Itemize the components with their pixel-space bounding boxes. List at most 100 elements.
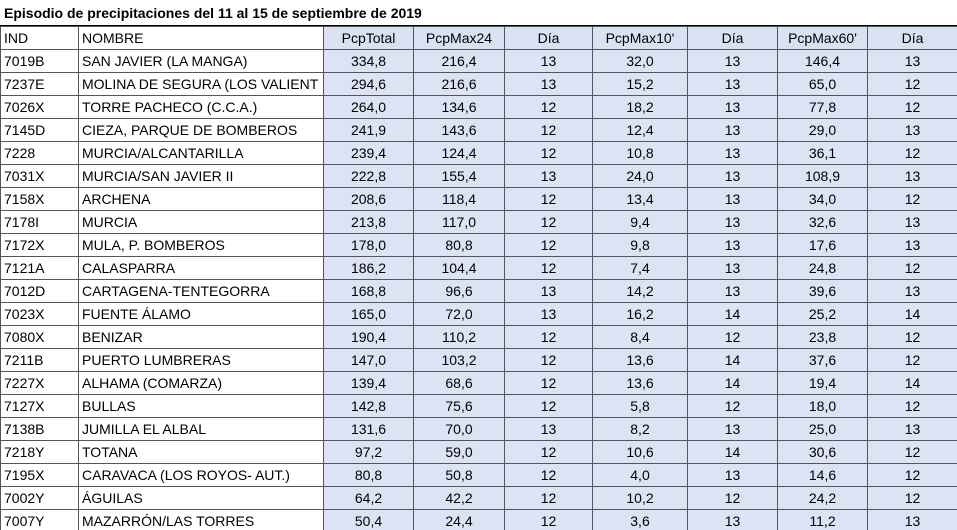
cell-dia-10: 12 [687, 394, 778, 418]
header-ind: IND [0, 26, 79, 50]
cell-pcptotal: 131,6 [323, 417, 414, 441]
cell-ind: 7121A [0, 256, 79, 280]
cell-pcpmax24: 42,2 [413, 486, 505, 510]
cell-pcptotal: 64,2 [323, 486, 414, 510]
cell-dia-60: 12 [867, 394, 957, 418]
header-pcpmax10: PcpMax10' [592, 26, 688, 50]
cell-dia-10: 13 [687, 463, 778, 487]
table-row: 7138B JUMILLA EL ALBAL 131,6 70,0 13 8,2 13 25,… [0, 417, 957, 441]
cell-dia-10: 12 [687, 486, 778, 510]
cell-dia-60: 12 [867, 348, 957, 372]
cell-pcptotal: 213,8 [323, 210, 414, 234]
table-row: 7026X TORRE PACHECO (C.C.A.) 264,0 134,6 12 1… [0, 95, 957, 119]
cell-dia-10: 13 [687, 417, 778, 441]
cell-nombre: PUERTO LUMBRERAS [78, 348, 324, 372]
cell-dia-24: 12 [504, 463, 593, 487]
cell-pcpmax10: 12,4 [592, 118, 688, 142]
cell-ind: 7138B [0, 417, 79, 441]
cell-pcpmax60: 65,0 [777, 72, 868, 96]
cell-dia-24: 12 [504, 187, 593, 211]
cell-dia-60: 14 [867, 302, 957, 326]
cell-pcpmax60: 24,8 [777, 256, 868, 280]
cell-nombre: CALASPARRA [78, 256, 324, 280]
table-row: 7158X ARCHENA 208,6 118,4 12 13,4 13 34,0 12 [0, 187, 957, 211]
table-row: 7080X BENIZAR 190,4 110,2 12 8,4 12 23,8 12 [0, 325, 957, 349]
cell-dia-24: 12 [504, 440, 593, 464]
cell-pcptotal: 222,8 [323, 164, 414, 188]
cell-dia-60: 13 [867, 210, 957, 234]
cell-pcpmax10: 9,8 [592, 233, 688, 257]
table-row: 7145D CIEZA, PARQUE DE BOMBEROS 241,9 143,6… [0, 118, 957, 142]
cell-pcpmax10: 8,2 [592, 417, 688, 441]
cell-dia-60: 12 [867, 486, 957, 510]
cell-dia-60: 12 [867, 325, 957, 349]
cell-dia-24: 12 [504, 486, 593, 510]
table-row: 7218Y TOTANA 97,2 59,0 12 10,6 14 30,6 12 [0, 440, 957, 464]
cell-ind: 7145D [0, 118, 79, 142]
cell-dia-10: 13 [687, 187, 778, 211]
cell-pcpmax60: 25,2 [777, 302, 868, 326]
cell-pcpmax60: 77,8 [777, 95, 868, 119]
cell-pcptotal: 241,9 [323, 118, 414, 142]
table-row: 7227X ALHAMA (COMARZA) 139,4 68,6 12 13,6 14 19… [0, 371, 957, 395]
cell-nombre: CARAVACA (LOS ROYOS- AUT.) [78, 463, 324, 487]
cell-nombre: TORRE PACHECO (C.C.A.) [78, 95, 324, 119]
table-row: 7002Y ÁGUILAS 64,2 42,2 12 10,2 12 24,2 12 [0, 486, 957, 510]
cell-pcpmax60: 37,6 [777, 348, 868, 372]
cell-pcpmax60: 39,6 [777, 279, 868, 303]
cell-dia-24: 12 [504, 256, 593, 280]
cell-dia-24: 12 [504, 348, 593, 372]
cell-pcpmax24: 103,2 [413, 348, 505, 372]
cell-dia-24: 13 [504, 72, 593, 96]
cell-pcpmax24: 72,0 [413, 302, 505, 326]
cell-pcpmax24: 59,0 [413, 440, 505, 464]
cell-dia-24: 13 [504, 302, 593, 326]
cell-pcptotal: 334,8 [323, 49, 414, 73]
cell-dia-60: 12 [867, 72, 957, 96]
cell-pcpmax24: 216,6 [413, 72, 505, 96]
cell-ind: 7237E [0, 72, 79, 96]
cell-pcpmax10: 5,8 [592, 394, 688, 418]
table-row: 7127X BULLAS 142,8 75,6 12 5,8 12 18,0 12 [0, 394, 957, 418]
cell-pcpmax24: 124,4 [413, 141, 505, 165]
cell-pcpmax10: 15,2 [592, 72, 688, 96]
cell-ind: 7178I [0, 210, 79, 234]
table-row: 7237E MOLINA DE SEGURA (LOS VALIENT 294,6 2… [0, 72, 957, 96]
cell-dia-10: 13 [687, 49, 778, 73]
cell-dia-24: 12 [504, 118, 593, 142]
cell-pcpmax10: 13,4 [592, 187, 688, 211]
table-row: 7023X FUENTE ÁLAMO 165,0 72,0 13 16,2 14 25,2 14 [0, 302, 957, 326]
cell-pcptotal: 208,6 [323, 187, 414, 211]
cell-pcpmax24: 117,0 [413, 210, 505, 234]
cell-dia-60: 12 [867, 95, 957, 119]
cell-nombre: ARCHENA [78, 187, 324, 211]
cell-ind: 7007Y [0, 509, 79, 530]
cell-pcpmax10: 13,6 [592, 371, 688, 395]
header-dia-24: Día [504, 26, 593, 50]
cell-nombre: MURCIA/ALCANTARILLA [78, 141, 324, 165]
cell-pcpmax60: 23,8 [777, 325, 868, 349]
cell-pcpmax10: 4,0 [592, 463, 688, 487]
cell-dia-24: 12 [504, 394, 593, 418]
cell-pcptotal: 239,4 [323, 141, 414, 165]
cell-pcpmax10: 7,4 [592, 256, 688, 280]
table-row: 7031X MURCIA/SAN JAVIER II 222,8 155,4 13 24,… [0, 164, 957, 188]
cell-dia-10: 13 [687, 141, 778, 165]
cell-ind: 7227X [0, 371, 79, 395]
cell-ind: 7023X [0, 302, 79, 326]
cell-dia-24: 12 [504, 233, 593, 257]
cell-pcpmax60: 11,2 [777, 509, 868, 530]
cell-pcpmax60: 18,0 [777, 394, 868, 418]
cell-pcpmax60: 25,0 [777, 417, 868, 441]
cell-pcpmax60: 17,6 [777, 233, 868, 257]
cell-pcpmax60: 24,2 [777, 486, 868, 510]
cell-dia-60: 13 [867, 164, 957, 188]
cell-dia-60: 13 [867, 233, 957, 257]
cell-pcpmax24: 75,6 [413, 394, 505, 418]
cell-dia-10: 13 [687, 509, 778, 530]
table-row: 7211B PUERTO LUMBRERAS 147,0 103,2 12 13,6 14 3… [0, 348, 957, 372]
cell-dia-10: 14 [687, 371, 778, 395]
cell-dia-10: 13 [687, 164, 778, 188]
header-pcpmax60: PcpMax60' [777, 26, 868, 50]
